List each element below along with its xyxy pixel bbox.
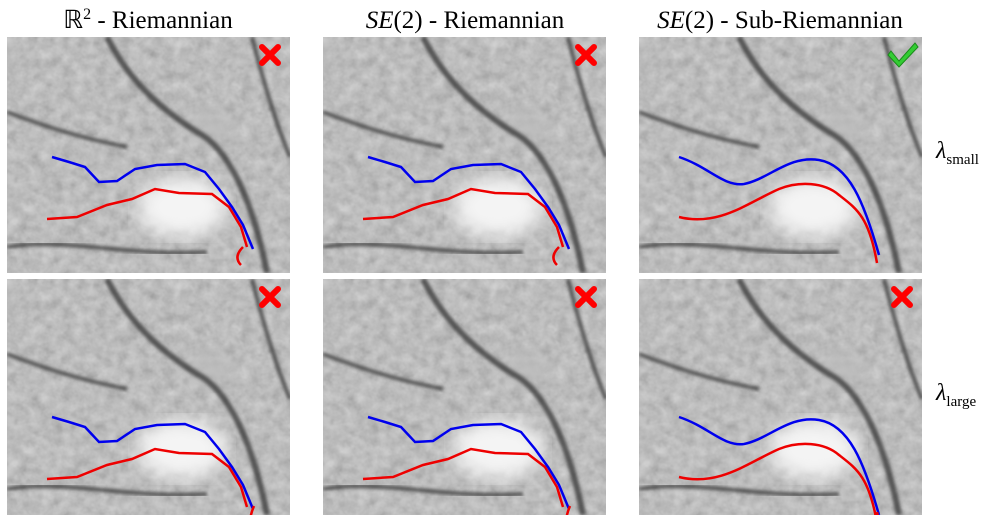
image-panel (323, 37, 606, 273)
column-header: SE(2) - Sub-Riemannian (657, 7, 903, 34)
column-header: SE(2) - Riemannian (366, 7, 565, 34)
header-symbol: ℝ (63, 7, 83, 34)
image-panel (639, 37, 922, 273)
fundus-tone (639, 279, 922, 515)
row-symbol: λ (935, 138, 946, 164)
page: ℝ2 - RiemannianSE(2) - RiemannianSE(2) -… (0, 0, 997, 519)
panel-content (7, 279, 290, 519)
header-symbol: SE (657, 7, 685, 34)
header-text: - Riemannian (91, 7, 233, 34)
panel-content (639, 279, 922, 519)
image-panel (7, 279, 290, 519)
row-label: λlarge (935, 380, 976, 410)
fundus-tone (639, 37, 922, 273)
bright-spot (137, 419, 227, 479)
panel-content (639, 37, 922, 273)
panel-content (7, 37, 290, 273)
header-argument: (2) (393, 7, 422, 34)
figure: ℝ2 - RiemannianSE(2) - RiemannianSE(2) -… (0, 0, 997, 519)
bright-spot (453, 419, 543, 479)
header-text: - Riemannian (423, 7, 565, 34)
image-panel (639, 279, 922, 519)
header-text: - Sub-Riemannian (714, 7, 903, 34)
image-panel (323, 279, 606, 519)
column-header: ℝ2 - Riemannian (63, 6, 233, 34)
panel-content (323, 279, 606, 519)
image-panel (7, 37, 290, 273)
bright-spot (137, 177, 227, 237)
bright-spot (453, 177, 543, 237)
header-argument: (2) (685, 7, 714, 34)
panel-content (323, 37, 606, 273)
bright-spot (769, 177, 859, 237)
header-symbol: SE (366, 7, 394, 34)
row-symbol: λ (935, 380, 946, 406)
row-subscript: large (946, 394, 976, 410)
panel-grid (7, 37, 922, 519)
row-label: λsmall (935, 138, 979, 168)
header-superscript: 2 (83, 6, 91, 23)
row-subscript: small (946, 152, 979, 168)
